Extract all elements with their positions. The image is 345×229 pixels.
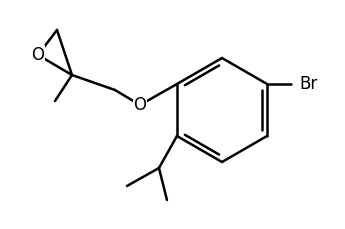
Text: Br: Br xyxy=(299,75,317,93)
Text: O: O xyxy=(31,46,45,64)
Text: O: O xyxy=(134,96,147,114)
